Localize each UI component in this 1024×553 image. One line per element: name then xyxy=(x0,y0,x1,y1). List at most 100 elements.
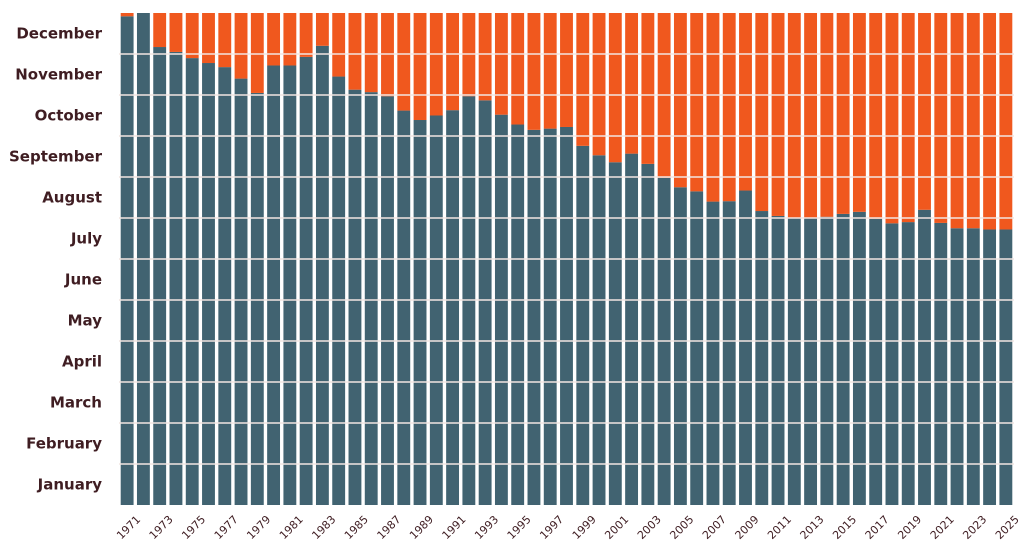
bar-top-1975 xyxy=(185,13,199,59)
bar-bottom-1995 xyxy=(511,124,525,506)
bar-top-1995 xyxy=(511,13,525,125)
bar-top-1989 xyxy=(413,13,427,121)
x-label-2017: 2017 xyxy=(863,513,892,542)
bar-top-2010 xyxy=(755,13,769,212)
x-label-1985: 1985 xyxy=(342,513,371,542)
bar-bottom-2001 xyxy=(608,162,622,506)
y-label-november: November xyxy=(15,66,102,84)
bar-top-1993 xyxy=(478,13,492,101)
bar-top-2018 xyxy=(885,13,899,224)
x-label-1999: 1999 xyxy=(570,513,599,542)
bar-bottom-1983 xyxy=(315,45,329,506)
bar-bottom-2018 xyxy=(885,223,899,505)
bar-top-1979 xyxy=(250,13,264,93)
bar-bottom-2023 xyxy=(966,228,980,505)
bar-top-1998 xyxy=(560,13,573,127)
bar-bottom-1988 xyxy=(397,110,411,505)
bar-top-2016 xyxy=(852,13,866,212)
bar-bottom-1989 xyxy=(413,120,427,505)
bar-top-1986 xyxy=(364,13,378,93)
bar-bottom-1974 xyxy=(169,51,183,505)
x-label-2007: 2007 xyxy=(700,513,729,542)
bar-bottom-1981 xyxy=(283,65,297,505)
bar-top-1978 xyxy=(234,13,248,79)
x-label-2023: 2023 xyxy=(960,513,989,542)
bar-bottom-2020 xyxy=(918,209,931,506)
x-label-1993: 1993 xyxy=(472,513,501,542)
bar-top-2023 xyxy=(966,13,980,229)
bar-top-1977 xyxy=(218,13,232,68)
bar-top-2008 xyxy=(722,13,736,202)
bar-top-2006 xyxy=(690,13,704,192)
bar-bottom-2009 xyxy=(739,190,752,505)
bar-bottom-2015 xyxy=(836,213,850,505)
x-label-1979: 1979 xyxy=(244,513,273,542)
bar-bottom-1976 xyxy=(202,63,215,506)
bar-bottom-1984 xyxy=(332,76,346,506)
bar-bottom-2002 xyxy=(625,153,639,505)
bar-bottom-1977 xyxy=(218,67,232,506)
bar-top-1980 xyxy=(267,13,281,66)
bar-top-2002 xyxy=(625,13,639,154)
bar-bottom-1978 xyxy=(234,78,248,505)
bar-bottom-1985 xyxy=(348,89,362,506)
x-label-1989: 1989 xyxy=(407,513,436,542)
bar-bottom-1998 xyxy=(560,126,573,505)
bar-top-1996 xyxy=(527,13,541,130)
x-axis-labels: 1971 1973 1975 1977 1979 1981 1983 1985 1987 1989… xyxy=(114,513,1022,542)
bar-bottom-1971 xyxy=(120,16,134,506)
bar-top-2017 xyxy=(869,13,883,219)
bar-bottom-2021 xyxy=(934,222,948,506)
bar-top-1983 xyxy=(315,13,329,46)
x-label-2013: 2013 xyxy=(798,513,827,542)
bar-bottom-1991 xyxy=(446,110,460,506)
bar-top-1999 xyxy=(576,13,590,146)
x-label-2005: 2005 xyxy=(667,513,696,542)
bar-bottom-2008 xyxy=(722,201,736,505)
bar-bottom-2011 xyxy=(771,215,785,505)
bar-top-2022 xyxy=(950,13,964,229)
month-dividers xyxy=(119,53,1014,465)
bar-top-1997 xyxy=(543,13,557,129)
bar-bottom-1980 xyxy=(267,65,281,505)
y-label-september: September xyxy=(9,148,103,166)
bar-top-2001 xyxy=(608,13,622,163)
x-label-2003: 2003 xyxy=(635,513,664,542)
bar-bottom-1996 xyxy=(527,129,541,505)
bar-top-1971 xyxy=(120,13,134,17)
bar-bottom-2025 xyxy=(999,229,1013,506)
bar-top-2013 xyxy=(804,13,818,218)
x-label-2011: 2011 xyxy=(765,513,794,542)
bar-bottom-1993 xyxy=(478,100,492,505)
bar-bottom-2019 xyxy=(901,222,915,505)
bar-bottom-1999 xyxy=(576,145,590,505)
bar-top-1994 xyxy=(494,13,508,115)
bar-bottom-2017 xyxy=(869,218,883,505)
x-label-1983: 1983 xyxy=(309,513,338,542)
bar-top-2024 xyxy=(983,13,997,230)
bar-top-2025 xyxy=(999,13,1013,230)
bar-top-2015 xyxy=(836,13,850,214)
bar-bottom-1973 xyxy=(153,47,167,505)
bar-bottom-2013 xyxy=(804,218,818,505)
x-label-1981: 1981 xyxy=(277,513,306,542)
y-label-july: July xyxy=(70,230,102,248)
x-label-1971: 1971 xyxy=(114,513,143,542)
bar-bottom-1975 xyxy=(185,58,199,505)
x-label-1975: 1975 xyxy=(179,513,208,542)
bar-top-1984 xyxy=(332,13,346,77)
x-label-1977: 1977 xyxy=(212,513,241,542)
bar-bottom-2014 xyxy=(820,216,834,505)
bar-top-1982 xyxy=(299,13,313,57)
x-label-1997: 1997 xyxy=(537,513,566,542)
bar-top-1985 xyxy=(348,13,362,90)
bar-top-1974 xyxy=(169,13,183,52)
bar-top-2005 xyxy=(673,13,687,188)
x-label-2021: 2021 xyxy=(928,513,957,542)
bar-bottom-2003 xyxy=(641,163,655,505)
bars-group xyxy=(120,13,1013,506)
bar-bottom-2006 xyxy=(690,191,704,505)
bar-bottom-2010 xyxy=(755,211,769,505)
x-label-1973: 1973 xyxy=(147,513,176,542)
y-axis-labels: January February March April May June July Augu… xyxy=(9,25,103,494)
